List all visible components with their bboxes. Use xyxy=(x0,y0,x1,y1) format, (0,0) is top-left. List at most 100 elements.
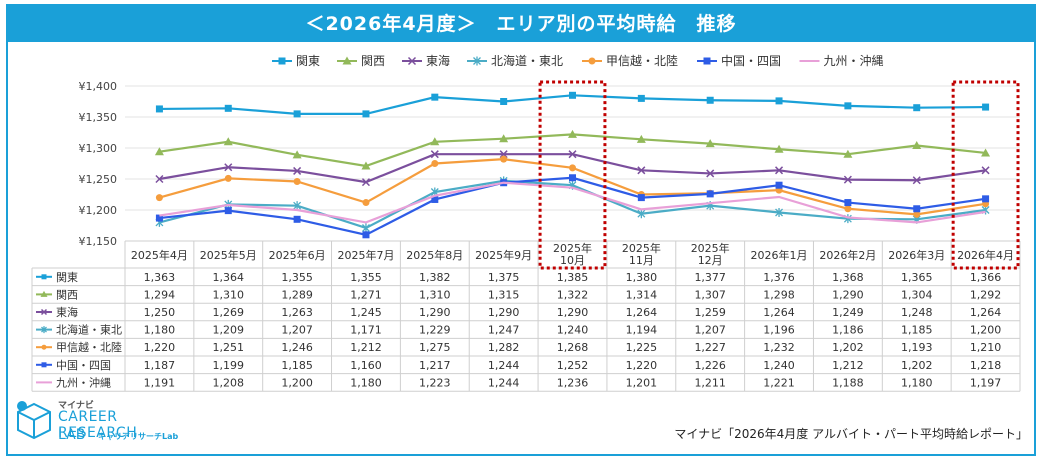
data-point xyxy=(500,155,508,163)
table-cell-value: 1,252 xyxy=(557,359,589,372)
data-point xyxy=(705,139,715,148)
data-point xyxy=(844,199,852,207)
data-point xyxy=(913,104,921,112)
table-cell-value: 1,232 xyxy=(763,341,795,354)
table-cell-value: 1,289 xyxy=(281,288,313,301)
data-point xyxy=(706,169,715,178)
table-cell-value: 1,259 xyxy=(694,306,726,319)
table-cell-value: 1,250 xyxy=(144,306,176,319)
category-label: 2025年8月 xyxy=(406,248,463,262)
row-label: 甲信越・北陸 xyxy=(56,340,122,354)
legend-label: 関西 xyxy=(361,54,385,68)
table-cell-value: 1,246 xyxy=(281,341,313,354)
table-cell-value: 1,290 xyxy=(488,306,520,319)
table-cell-value: 1,201 xyxy=(626,376,658,389)
data-point xyxy=(362,231,370,239)
table-cell-value: 1,268 xyxy=(557,341,589,354)
data-point xyxy=(362,223,370,233)
table-cell-value: 1,244 xyxy=(488,359,520,372)
table-cell-value: 1,247 xyxy=(488,324,520,337)
category-label: 2025年 xyxy=(553,241,592,255)
table-cell-value: 1,245 xyxy=(350,306,382,319)
row-legend-marker xyxy=(41,326,47,334)
data-point xyxy=(155,105,163,113)
data-point xyxy=(843,149,853,158)
data-point xyxy=(293,166,302,175)
legend-marker xyxy=(407,56,417,66)
table-cell-value: 1,229 xyxy=(419,324,451,337)
table-cell-value: 1,212 xyxy=(832,359,864,372)
data-point xyxy=(362,199,370,207)
legend-marker xyxy=(278,57,286,65)
data-point xyxy=(913,205,921,213)
table-cell-value: 1,217 xyxy=(419,359,451,372)
table-cell-value: 1,180 xyxy=(350,376,382,389)
data-point xyxy=(430,137,440,146)
row-legend-marker xyxy=(41,274,47,280)
legend-marker xyxy=(703,57,711,65)
category-label: 2026年4月 xyxy=(957,248,1014,262)
legend-label: 東海 xyxy=(426,53,450,68)
table-cell-value: 1,314 xyxy=(626,288,658,301)
data-point xyxy=(430,150,439,159)
data-point xyxy=(431,160,439,167)
highlight-box xyxy=(951,80,1020,270)
table-cell-value: 1,376 xyxy=(763,271,795,284)
table-cell-value: 1,191 xyxy=(144,376,176,389)
data-point xyxy=(981,148,991,157)
table-cell-value: 1,194 xyxy=(626,324,658,337)
data-point xyxy=(569,164,576,172)
data-point xyxy=(569,174,576,182)
table-cell-value: 1,180 xyxy=(144,324,176,337)
data-point xyxy=(293,177,301,185)
table-cell-value: 1,282 xyxy=(488,341,520,354)
chart-title: ＜2026年4月度＞ エリア別の平均時給 推移 xyxy=(8,6,1034,42)
data-point xyxy=(224,174,232,182)
table-cell-value: 1,210 xyxy=(970,341,1002,354)
table-cell-value: 1,290 xyxy=(557,306,589,319)
table-cell-value: 1,240 xyxy=(763,359,795,372)
row-legend-marker xyxy=(41,344,47,350)
table-cell-value: 1,171 xyxy=(350,324,382,337)
data-point xyxy=(982,103,990,111)
table-cell-value: 1,269 xyxy=(213,306,245,319)
category-label: 2025年 xyxy=(622,241,661,255)
data-point xyxy=(637,209,646,219)
data-point xyxy=(775,181,783,189)
data-point xyxy=(224,163,233,172)
data-point xyxy=(843,175,852,184)
table-cell-value: 1,227 xyxy=(694,341,726,354)
data-point xyxy=(912,176,921,185)
table-cell-value: 1,290 xyxy=(419,306,451,319)
category-label: 2025年9月 xyxy=(475,248,532,262)
table-cell-value: 1,211 xyxy=(694,376,726,389)
table-cell-value: 1,355 xyxy=(281,271,313,284)
y-tick-label: ¥1,150 xyxy=(79,235,118,248)
logo-brand: マイナビ xyxy=(58,401,94,411)
row-label: 中国・四国 xyxy=(56,359,111,372)
category-label: 2026年3月 xyxy=(888,248,945,262)
table-cell-value: 1,298 xyxy=(763,288,795,301)
data-point xyxy=(774,144,784,153)
data-point xyxy=(223,137,233,146)
table-cell-value: 1,365 xyxy=(901,271,933,284)
table-cell-value: 1,185 xyxy=(901,324,933,337)
table-cell-value: 1,202 xyxy=(901,359,933,372)
table-cell-value: 1,236 xyxy=(557,376,589,389)
category-label: 12月 xyxy=(698,254,723,267)
row-label: 九州・沖縄 xyxy=(56,375,111,389)
cube-logo-icon xyxy=(17,401,51,440)
table-cell-value: 1,220 xyxy=(626,359,658,372)
table-cell-value: 1,226 xyxy=(694,359,726,372)
table-cell-value: 1,368 xyxy=(832,271,864,284)
logo-sub-japanese: キャリアリサーチLab xyxy=(98,432,179,441)
category-label: 2025年5月 xyxy=(200,248,257,262)
table-cell-value: 1,202 xyxy=(832,341,864,354)
y-tick-label: ¥1,300 xyxy=(79,142,118,155)
table-cell-value: 1,264 xyxy=(626,306,658,319)
table-cell-value: 1,180 xyxy=(901,376,933,389)
legend-marker xyxy=(588,57,596,65)
data-point xyxy=(499,150,508,159)
table-cell-value: 1,212 xyxy=(350,341,382,354)
